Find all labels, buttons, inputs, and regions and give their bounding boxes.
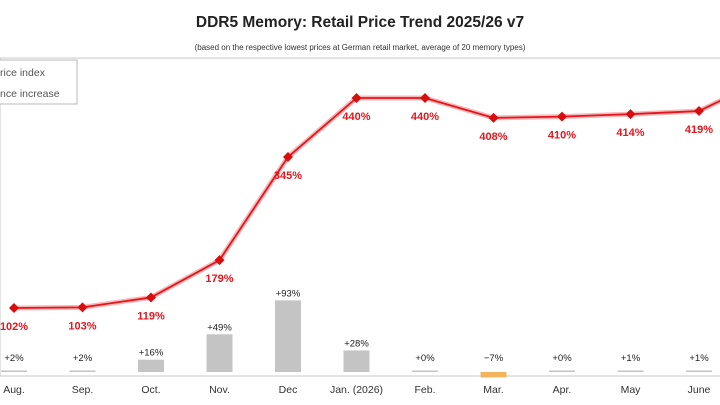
price-marker-3	[214, 255, 225, 266]
price-label-7: 408%	[479, 131, 507, 143]
bar-label-3: +49%	[207, 322, 232, 333]
price-line	[13, 97, 720, 309]
bar-label-5: +28%	[344, 338, 369, 349]
price-label-5: 440%	[342, 111, 370, 123]
price-label-10: 419%	[685, 124, 713, 136]
bar-2	[138, 359, 164, 372]
x-tick-9: May	[621, 384, 642, 396]
price-label-2: 119%	[137, 310, 165, 322]
price-marker-5	[351, 93, 362, 103]
chart-title: DDR5 Memory: Retail Price Trend 2025/26 …	[195, 14, 525, 31]
legend-label-0: rice index	[0, 67, 46, 79]
price-label-9: 414%	[616, 127, 644, 139]
bar-8	[549, 370, 575, 372]
x-tick-0: Aug.	[3, 384, 25, 396]
plot-frame	[0, 57, 720, 377]
bar-label-9: +1%	[621, 353, 641, 364]
bar-6	[412, 370, 438, 372]
legend-box	[0, 59, 78, 105]
price-marker-0	[9, 303, 19, 313]
price-marker-1	[77, 302, 88, 313]
price-label-8: 410%	[548, 130, 576, 142]
x-tick-4: Dec	[279, 384, 298, 396]
price-marker-2	[146, 292, 156, 303]
x-tick-2: Oct.	[141, 384, 160, 396]
bar-label-0: +2%	[4, 353, 24, 364]
bar-label-7: −7%	[484, 353, 504, 364]
price-marker-4	[283, 152, 293, 163]
legend-label-1: nce increase	[0, 88, 60, 100]
price-line-glow	[13, 95, 720, 311]
x-tick-3: Nov.	[209, 384, 230, 396]
bar-3	[206, 334, 233, 372]
x-tick-5: Jan. (2026)	[330, 384, 383, 396]
x-tick-8: Apr.	[553, 384, 572, 396]
bar-5	[343, 350, 370, 372]
bar-label-8: +0%	[552, 353, 572, 364]
bar-label-6: +0%	[415, 353, 435, 364]
bar-10	[686, 370, 712, 372]
x-tick-1: Sep.	[72, 384, 94, 396]
price-label-6: 440%	[411, 111, 439, 123]
price-marker-6	[420, 93, 430, 103]
bar-0	[1, 370, 27, 372]
price-marker-8	[557, 111, 567, 122]
bar-4	[275, 300, 301, 372]
price-label-0: 102%	[0, 321, 28, 333]
bar-7	[480, 372, 507, 378]
price-label-4: 345%	[274, 170, 302, 182]
x-tick-10: June	[688, 384, 711, 396]
bar-label-2: +16%	[139, 348, 164, 359]
chart-subtitle: (based on the respective lowest prices a…	[194, 43, 526, 52]
bar-1	[69, 370, 96, 372]
x-tick-7: Mar.	[483, 384, 503, 396]
x-tick-6: Feb.	[414, 384, 435, 396]
price-label-1: 103%	[68, 320, 96, 332]
price-marker-7	[488, 112, 499, 123]
bar-label-10: +1%	[689, 353, 709, 364]
bar-9	[617, 370, 644, 372]
bar-label-4: +93%	[276, 288, 301, 299]
price-label-3: 179%	[205, 273, 233, 285]
price-marker-9	[625, 109, 636, 120]
bar-label-1: +2%	[73, 353, 93, 364]
price-marker-10	[694, 106, 704, 117]
